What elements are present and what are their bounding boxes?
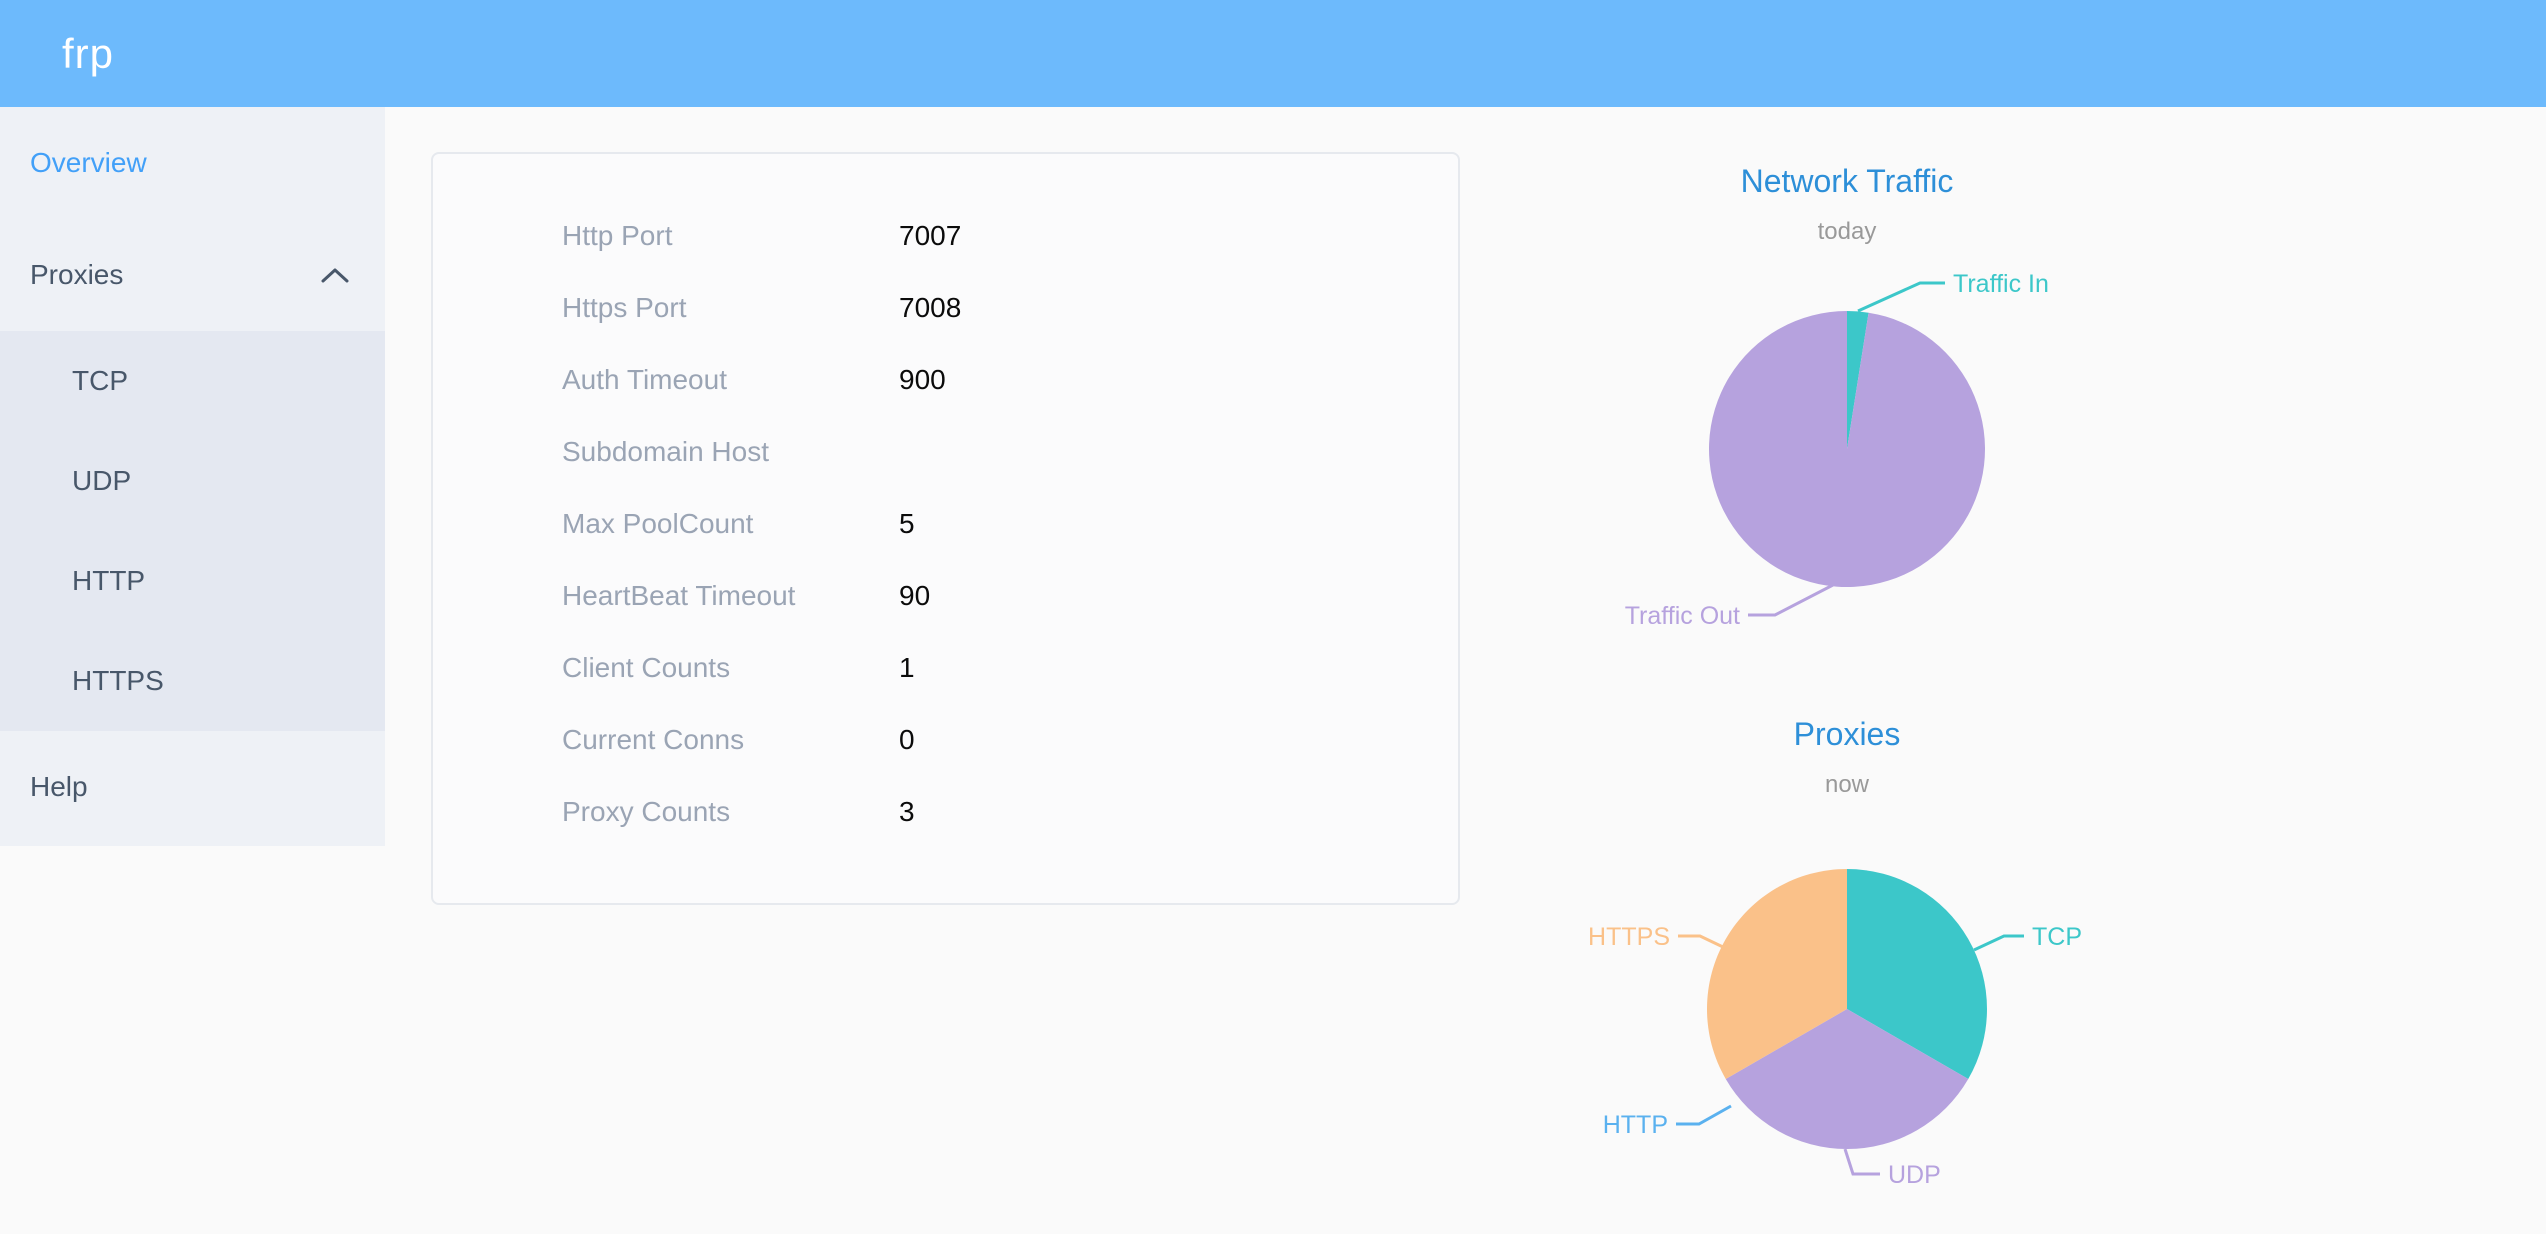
- pie-label-leader: [1748, 583, 1834, 617]
- pie-label-leader: [1973, 934, 2024, 952]
- pie-label-leader: [1676, 1104, 1732, 1126]
- row-label: Https Port: [562, 292, 687, 323]
- sidebar-item-label: Overview: [30, 147, 147, 178]
- row-label: Auth Timeout: [562, 364, 727, 395]
- pie-label-leader: [1857, 281, 1945, 313]
- info-row-subdomain-host: Subdomain Host: [562, 416, 1458, 488]
- sidebar-item-overview[interactable]: Overview: [0, 107, 385, 219]
- server-info-card: Http Port 7007 Https Port 7008 Auth Time…: [431, 152, 1460, 905]
- sidebar-item-proxies[interactable]: Proxies: [0, 219, 385, 331]
- row-value: 7007: [899, 220, 962, 251]
- row-label: HeartBeat Timeout: [562, 580, 796, 611]
- pie-slice-udp[interactable]: [1725, 1009, 1969, 1149]
- info-row-auth-timeout: Auth Timeout 900: [562, 344, 1458, 416]
- pie-label-leader: [1843, 1148, 1880, 1176]
- info-row-max-poolcount: Max PoolCount 5: [562, 488, 1458, 560]
- row-value: 1: [899, 652, 915, 683]
- sidebar: Overview Proxies TCP UDP HTTP HTTPS Help: [0, 107, 385, 846]
- info-row-proxy-counts: Proxy Counts 3: [562, 776, 1458, 848]
- pie-label-traffic-in: Traffic In: [1953, 270, 2049, 298]
- sidebar-item-label: HTTPS: [72, 665, 164, 696]
- row-label: Max PoolCount: [562, 508, 754, 539]
- row-label: Http Port: [562, 220, 673, 251]
- row-value: 90: [899, 580, 931, 611]
- row-value: 900: [899, 364, 946, 395]
- row-label: Subdomain Host: [562, 436, 770, 467]
- chevron-up-icon: [321, 219, 349, 331]
- proxies-chart-title: Proxies: [1793, 716, 1901, 752]
- sidebar-item-label: HTTP: [72, 565, 146, 596]
- info-row-current-conns: Current Conns 0: [562, 704, 1458, 776]
- pie-label-https: HTTPS: [1588, 923, 1670, 951]
- sidebar-item-https[interactable]: HTTPS: [0, 631, 385, 731]
- row-value: 0: [899, 724, 915, 755]
- row-label: Client Counts: [562, 652, 731, 683]
- pie-label-http: HTTP: [1603, 1111, 1668, 1139]
- info-row-https-port: Https Port 7008: [562, 272, 1458, 344]
- sidebar-item-label: Help: [30, 771, 88, 802]
- info-row-http-port: Http Port 7007: [562, 200, 1458, 272]
- sidebar-item-udp[interactable]: UDP: [0, 431, 385, 531]
- sidebar-item-label: TCP: [72, 365, 128, 396]
- pie-slice-https[interactable]: [1707, 869, 1847, 1079]
- sidebar-item-tcp[interactable]: TCP: [0, 331, 385, 431]
- sidebar-item-http[interactable]: HTTP: [0, 531, 385, 631]
- row-label: Proxy Counts: [562, 796, 731, 827]
- row-value: 5: [899, 508, 915, 539]
- row-value: 7008: [899, 292, 962, 323]
- sidebar-item-label: Proxies: [30, 259, 124, 290]
- row-label: Current Conns: [562, 724, 745, 755]
- pie-slice-traffic-in[interactable]: [1847, 311, 1869, 449]
- pie-label-tcp: TCP: [2032, 923, 2082, 951]
- pie-label-traffic-out: Traffic Out: [1625, 602, 1740, 630]
- proxies-pie: TCP UDP HTTP HTTPS: [1588, 869, 2082, 1189]
- pie-slice-traffic-out[interactable]: [1709, 311, 1985, 587]
- pie-label-udp: UDP: [1888, 1161, 1941, 1189]
- info-row-heartbeat-timeout: HeartBeat Timeout 90: [562, 560, 1458, 632]
- app-header: frp: [0, 0, 2546, 107]
- pie-label-leader: [1678, 934, 1724, 949]
- app-logo: frp: [62, 29, 115, 77]
- proxies-submenu: TCP UDP HTTP HTTPS: [0, 331, 385, 731]
- sidebar-item-label: UDP: [72, 465, 132, 496]
- sidebar-item-help[interactable]: Help: [0, 731, 385, 843]
- network-traffic-pie: Traffic In Traffic Out: [1625, 270, 2049, 630]
- row-value: 3: [899, 796, 915, 827]
- proxies-chart-subtitle: now: [1824, 771, 1870, 798]
- network-traffic-chart-subtitle: today: [1817, 218, 1877, 245]
- info-row-client-counts: Client Counts 1: [562, 632, 1458, 704]
- pie-slice-tcp[interactable]: [1847, 869, 1988, 1079]
- network-traffic-chart-title: Network Traffic: [1740, 163, 1954, 199]
